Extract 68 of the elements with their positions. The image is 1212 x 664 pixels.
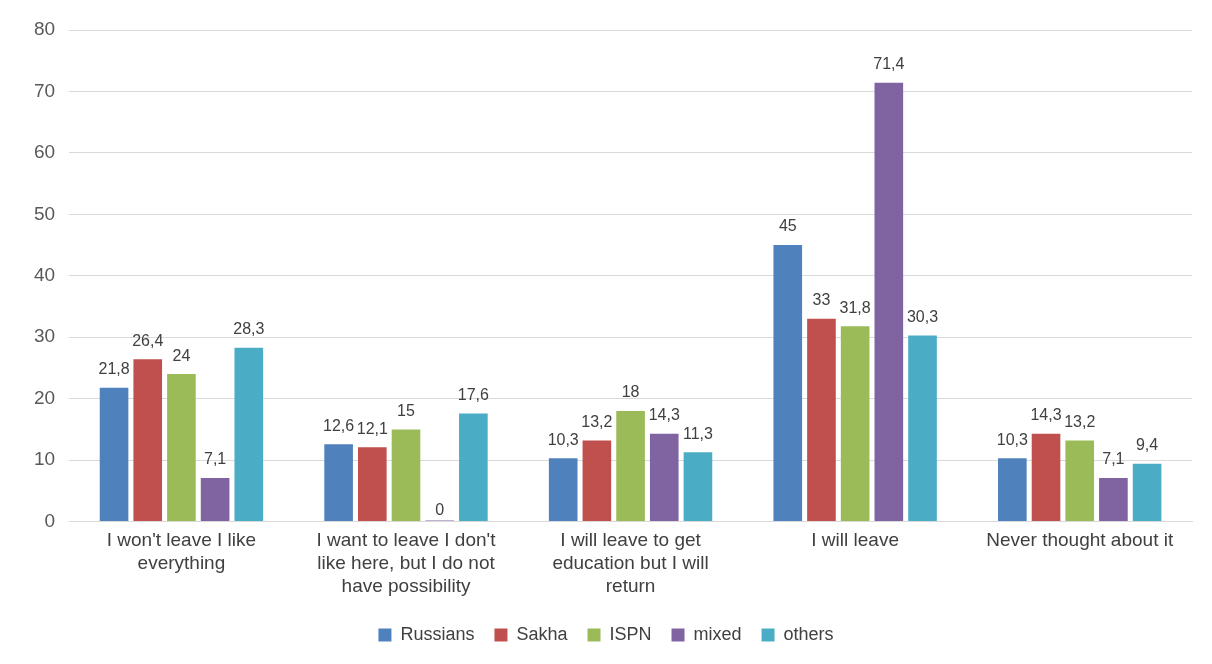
bar [908, 335, 937, 522]
bar [874, 82, 904, 522]
bar [840, 326, 870, 522]
bar [773, 245, 803, 522]
legend-label: ISPN [609, 623, 652, 644]
data-label: 15 [397, 401, 415, 419]
y-tick-label: 20 [33, 386, 56, 408]
data-label: 10,3 [547, 430, 579, 448]
data-label: 12,6 [323, 416, 355, 434]
data-label: 18 [621, 383, 640, 401]
bar [324, 444, 353, 522]
y-tick-label: 50 [33, 202, 56, 224]
y-tick-label: 80 [33, 18, 56, 40]
data-label: 11,3 [682, 424, 714, 442]
bar [1132, 463, 1162, 522]
bar [459, 413, 488, 522]
y-tick-label: 40 [33, 264, 56, 286]
data-label: 7,1 [203, 450, 227, 468]
y-tick-label: 30 [33, 325, 56, 347]
bar [391, 429, 421, 522]
legend-label: mixed [693, 623, 742, 644]
bar [1099, 477, 1128, 522]
data-label: 14,3 [1030, 406, 1062, 424]
legend-label: others [783, 623, 834, 644]
y-tick-label: 60 [33, 141, 56, 163]
y-tick-label: 10 [33, 448, 56, 470]
data-label: 7,1 [1102, 450, 1125, 468]
data-label: 71,4 [873, 55, 905, 73]
bar [998, 458, 1027, 522]
data-label: 10,3 [996, 430, 1029, 448]
data-label: 33 [812, 291, 831, 309]
bar [1031, 433, 1061, 522]
x-tick-label: I will leave [811, 529, 899, 551]
data-label: 30,3 [906, 307, 939, 325]
bar [807, 318, 836, 522]
data-label: 12,1 [356, 419, 388, 437]
bar [357, 447, 387, 522]
bar [200, 477, 230, 522]
bar [167, 374, 196, 522]
bar [683, 452, 713, 522]
x-tick-label: I won't leave I like everything [106, 529, 257, 574]
bar [133, 359, 163, 522]
bar [99, 387, 129, 522]
data-label: 21,8 [98, 360, 130, 378]
data-label: 24 [172, 346, 191, 364]
bar [582, 440, 612, 522]
data-label: 17,6 [457, 385, 490, 403]
data-label: 14,3 [648, 406, 680, 424]
x-tick-label: I will leave to get education but I will return [552, 529, 709, 596]
x-tick-label: I want to leave I don't like here, but I do not have possibility [316, 529, 497, 596]
x-tick-label: Never thought about it [986, 529, 1174, 551]
y-tick-label: 70 [33, 79, 56, 101]
data-label: 13,2 [581, 412, 613, 430]
bar [616, 410, 645, 522]
data-label: 28,3 [233, 320, 265, 338]
data-label: 26,4 [132, 331, 164, 349]
legend-label: Russians [400, 623, 475, 644]
bar [649, 433, 679, 522]
data-label: 45 [778, 217, 797, 235]
data-label: 9,4 [1135, 436, 1159, 454]
bar [234, 347, 264, 522]
bar [548, 458, 578, 522]
bar [1065, 440, 1095, 522]
legend-label: Sakha [516, 623, 569, 644]
data-label: 0 [435, 501, 445, 519]
data-label: 31,8 [839, 298, 871, 316]
data-label: 13,2 [1064, 412, 1096, 430]
y-tick-label: 0 [44, 509, 56, 531]
